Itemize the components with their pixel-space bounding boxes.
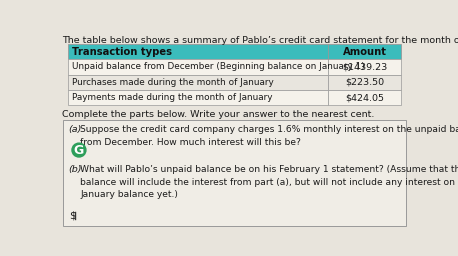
Text: $223.50: $223.50: [345, 78, 384, 87]
Text: Complete the parts below. Write your answer to the nearest cent.: Complete the parts below. Write your ans…: [62, 110, 374, 119]
Text: (a): (a): [68, 125, 82, 134]
Text: The table below shows a summary of Pablo’s credit card statement for the month o: The table below shows a summary of Pablo…: [62, 36, 458, 45]
Bar: [64, 120, 406, 226]
Text: Payments made during the month of January: Payments made during the month of Januar…: [72, 93, 273, 102]
Text: $1439.23: $1439.23: [342, 62, 387, 71]
Text: (b): (b): [68, 165, 82, 175]
Bar: [328, 74, 401, 90]
Bar: [68, 74, 328, 90]
Bar: [328, 90, 401, 105]
Circle shape: [72, 143, 86, 157]
Bar: [328, 59, 401, 74]
Bar: [68, 59, 328, 74]
Bar: [68, 44, 401, 59]
Text: G: G: [74, 144, 84, 157]
Text: Unpaid balance from December (Beginning balance on January 1): Unpaid balance from December (Beginning …: [72, 62, 365, 71]
Text: What will Pablo’s unpaid balance be on his February 1 statement? (Assume that th: What will Pablo’s unpaid balance be on h…: [81, 165, 458, 199]
Text: Amount: Amount: [343, 47, 387, 57]
Text: Suppose the credit card company charges 1.6% monthly interest on the unpaid bala: Suppose the credit card company charges …: [81, 125, 458, 147]
Bar: [68, 90, 328, 105]
Text: $424.05: $424.05: [345, 93, 384, 102]
Text: Purchases made during the month of January: Purchases made during the month of Janua…: [72, 78, 274, 87]
Text: $: $: [69, 210, 76, 220]
Text: Transaction types: Transaction types: [72, 47, 172, 57]
